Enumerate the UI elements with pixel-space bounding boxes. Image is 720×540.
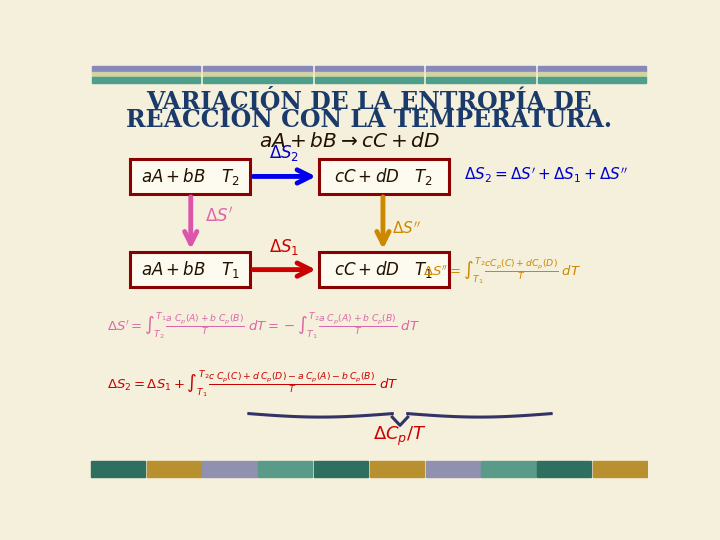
- Text: $\Delta S'' = \int_{T_1}^{T_2} \frac{cC_p(C)+dC_p(D)}{T} \; dT$: $\Delta S'' = \int_{T_1}^{T_2} \frac{cC_…: [423, 255, 582, 287]
- Text: $cC+dD\quad T_1$: $cC+dD\quad T_1$: [334, 259, 433, 280]
- Bar: [538, 66, 647, 72]
- Bar: [130, 159, 251, 194]
- Text: $aA+bB\quad T_2$: $aA+bB\quad T_2$: [141, 166, 240, 187]
- Bar: [593, 461, 647, 477]
- Bar: [537, 461, 591, 477]
- Text: $\Delta C_p/T$: $\Delta C_p/T$: [373, 424, 427, 448]
- Bar: [91, 461, 145, 477]
- Text: $\Delta S' = \int_{T_2}^{T_1} \frac{a \; C_p(A)+b \; C_p(B)}{T} \; dT = -\int_{T: $\Delta S' = \int_{T_2}^{T_1} \frac{a \;…: [107, 311, 420, 342]
- Text: $\Delta S_2 = \Delta S' + \Delta S_1 + \Delta S''$: $\Delta S_2 = \Delta S' + \Delta S_1 + \…: [464, 165, 629, 185]
- Bar: [319, 159, 449, 194]
- Bar: [315, 77, 423, 83]
- Bar: [147, 461, 201, 477]
- Text: $\Delta S''$: $\Delta S''$: [392, 220, 421, 237]
- Text: REACCIÓN CON LA TEMPERATURA.: REACCIÓN CON LA TEMPERATURA.: [126, 108, 612, 132]
- Bar: [315, 66, 423, 72]
- Bar: [203, 77, 312, 83]
- Text: VARIACIÓN DE LA ENTROPÍA DE: VARIACIÓN DE LA ENTROPÍA DE: [146, 90, 592, 114]
- Text: $aA+bB\quad T_1$: $aA+bB\quad T_1$: [141, 259, 240, 280]
- Text: $cC+dD\quad T_2$: $cC+dD\quad T_2$: [334, 166, 433, 187]
- Bar: [426, 72, 535, 77]
- Bar: [91, 72, 200, 77]
- Bar: [426, 77, 535, 83]
- Bar: [370, 461, 424, 477]
- Bar: [202, 461, 256, 477]
- Bar: [91, 66, 200, 72]
- Text: $\Delta S'$: $\Delta S'$: [204, 207, 233, 226]
- Bar: [91, 77, 200, 83]
- Bar: [314, 461, 368, 477]
- Text: $aA + bB \rightarrow cC + dD$: $aA + bB \rightarrow cC + dD$: [259, 132, 440, 151]
- Bar: [426, 461, 480, 477]
- Bar: [130, 252, 251, 287]
- Bar: [538, 72, 647, 77]
- Bar: [538, 77, 647, 83]
- Text: $\Delta S_2 = \Delta S_1 + \int_{T_1}^{T_2} \frac{c \; C_p(C)+d \; C_p(D)-a \; C: $\Delta S_2 = \Delta S_1 + \int_{T_1}^{T…: [107, 369, 399, 400]
- Bar: [203, 72, 312, 77]
- Text: $\Delta S_1$: $\Delta S_1$: [269, 237, 300, 257]
- Bar: [315, 72, 423, 77]
- Bar: [426, 66, 535, 72]
- Bar: [258, 461, 312, 477]
- Bar: [203, 66, 312, 72]
- Bar: [319, 252, 449, 287]
- Text: $\Delta S_2$: $\Delta S_2$: [269, 143, 300, 163]
- Bar: [482, 461, 536, 477]
